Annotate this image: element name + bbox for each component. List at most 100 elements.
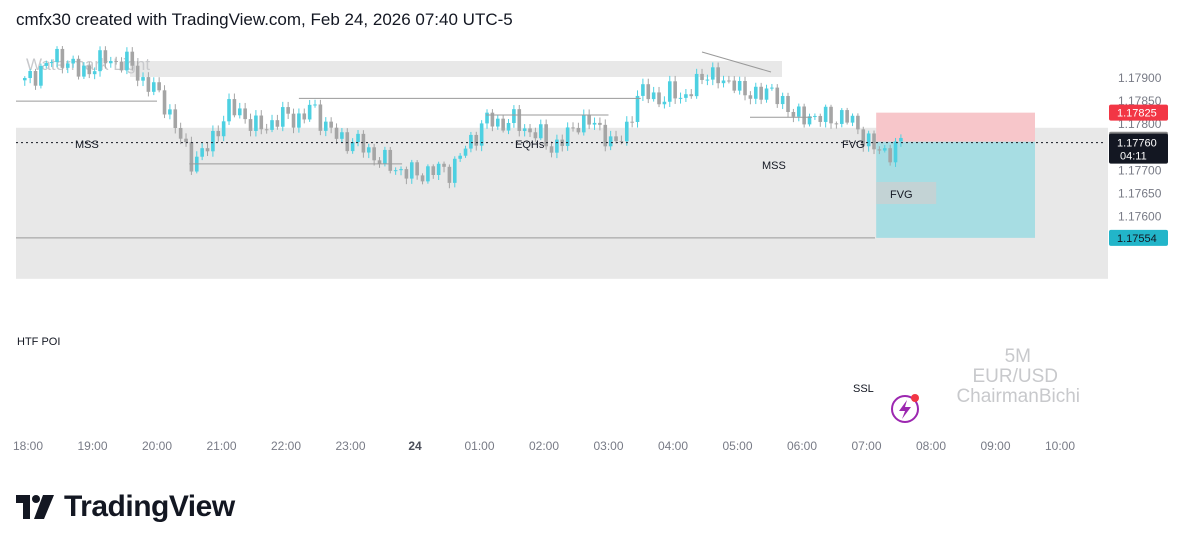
candle-body (323, 121, 328, 131)
candle-body (732, 80, 737, 91)
time-axis-tick: 22:00 (271, 439, 301, 453)
price-badge-target: 1.17554 (1117, 233, 1157, 245)
supply-zone-top (130, 61, 782, 77)
candle-body (856, 115, 860, 130)
candle-body (485, 112, 489, 124)
candle-body (770, 87, 774, 89)
candle-body (280, 107, 285, 127)
mss-label-left: MSS (75, 139, 99, 151)
candle-body (614, 136, 618, 142)
candle-body (366, 147, 371, 153)
candle-body (506, 122, 511, 131)
candle-body (565, 127, 570, 146)
time-axis-tick: 10:00 (1045, 439, 1075, 453)
candle-body (254, 115, 258, 131)
candle-body (689, 94, 694, 97)
candle-body (302, 113, 307, 120)
candle-body (39, 65, 43, 86)
price-badge-current: 1.17760 (1117, 138, 1157, 150)
candle-body (549, 146, 554, 153)
candle-body (839, 110, 844, 124)
candle-body (651, 92, 656, 100)
time-axis-tick: 02:00 (529, 439, 559, 453)
candle-body (103, 50, 108, 64)
candle-body (409, 162, 414, 179)
candle-body (211, 130, 215, 152)
candle-body (759, 86, 763, 100)
candle-body (796, 106, 801, 117)
time-axis-tick: 05:00 (722, 439, 752, 453)
candle-body (264, 129, 269, 131)
candle-body (108, 61, 113, 64)
candle-body (802, 106, 806, 125)
time-axis-tick: 07:00 (851, 439, 881, 453)
candle-body (114, 61, 118, 63)
candle-body (297, 113, 301, 128)
candle-body (426, 166, 430, 182)
candle-body (248, 119, 253, 131)
candle-body (469, 134, 473, 149)
time-axis-tick: 24 (408, 439, 422, 453)
candle-body (270, 120, 274, 130)
watermark-interval: 5M (1005, 346, 1031, 367)
candle-body (259, 115, 264, 130)
price-badge-target-bg (1109, 229, 1168, 246)
time-axis-tick: 03:00 (593, 439, 623, 453)
candle-body (823, 106, 828, 122)
candle-body (377, 160, 382, 164)
price-axis-tick: 1.17850 (1118, 94, 1162, 108)
candle-body (490, 112, 495, 127)
candle-body (866, 133, 871, 147)
time-axis-tick: 19:00 (77, 439, 107, 453)
candle-body (581, 114, 586, 133)
candle-body (22, 78, 27, 81)
lightning-bolt-icon (899, 400, 911, 419)
candle-body (458, 155, 462, 159)
candle-body (608, 136, 613, 147)
candle-body (598, 122, 602, 125)
candle-body (694, 73, 699, 97)
time-axis-tick: 09:00 (980, 439, 1010, 453)
candle-body (780, 96, 785, 105)
candle-body (65, 63, 70, 68)
candle-body (221, 121, 226, 137)
candle-body (275, 120, 280, 127)
candle-body (356, 133, 360, 143)
candle-body (383, 149, 387, 164)
candle-body (173, 109, 178, 128)
fvg-label-top: FVG (842, 139, 865, 151)
chart-header-title: cmfx30 created with TradingView.com, Feb… (16, 10, 513, 29)
candle-body (700, 73, 704, 80)
time-axis-tick: 06:00 (787, 439, 817, 453)
mss-label-right: MSS (762, 160, 786, 172)
time-axis-tick: 18:00 (13, 439, 43, 453)
candle-body (592, 122, 597, 125)
price-badge-current-bg (1109, 133, 1168, 164)
time-axis-tick: 20:00 (142, 439, 172, 453)
time-axis-tick: 23:00 (335, 439, 365, 453)
candle-body (399, 169, 403, 171)
candle-body (216, 130, 221, 137)
candle-body (619, 141, 624, 143)
alert-dot-icon (911, 394, 919, 402)
candle-body (135, 65, 140, 81)
candle-body (44, 63, 49, 66)
candle-body (538, 124, 543, 139)
candle-body (893, 141, 898, 163)
candle-body (184, 138, 188, 143)
candle-body (76, 58, 81, 77)
candle-body (286, 107, 290, 114)
candle-body (877, 149, 882, 151)
candle-body (404, 169, 409, 179)
time-axis-tick: 08:00 (916, 439, 946, 453)
candle-body (82, 65, 86, 77)
candle-body (49, 62, 54, 64)
candle-body (872, 133, 876, 150)
candle-body (517, 109, 522, 131)
candle-body (55, 48, 59, 63)
candle-body (657, 92, 661, 105)
candle-body (861, 129, 866, 147)
candle-body (146, 77, 151, 92)
